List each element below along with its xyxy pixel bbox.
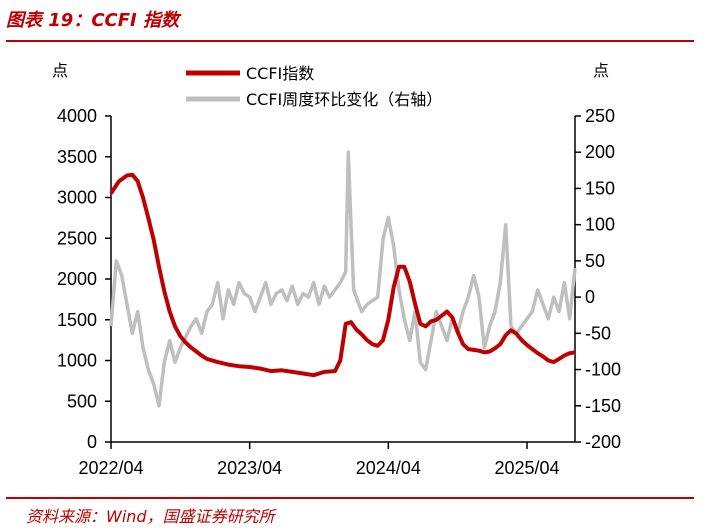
right-tick-label: -100 (585, 360, 621, 380)
x-tick-label: 2022/04 (78, 458, 143, 478)
bottom-rule (6, 497, 694, 499)
left-tick-label: 500 (67, 391, 97, 411)
left-tick-label: 1500 (57, 310, 97, 330)
left-axis-unit: 点 (52, 61, 68, 80)
left-tick-label: 2500 (57, 228, 97, 248)
x-axis-ticks: 2022/04 2023/04 2024/04 2025/04 (78, 442, 560, 478)
right-tick-label: 200 (585, 142, 615, 162)
source-note: 资料来源：Wind，国盛证券研究所 (26, 507, 275, 526)
figure-title: 图表 19：CCFI 指数 (6, 10, 179, 31)
right-tick-label: 150 (585, 178, 615, 198)
legend: CCFI指数 CCFI周度环比变化（右轴） (186, 64, 442, 109)
left-tick-label: 2000 (57, 269, 97, 289)
right-tick-label: -50 (585, 323, 611, 343)
series-line-ccfi-index (109, 172, 576, 378)
top-rule (6, 40, 694, 42)
x-tick-label: 2023/04 (217, 458, 282, 478)
x-tick-label: 2025/04 (494, 458, 559, 478)
left-tick-label: 3000 (57, 188, 97, 208)
left-tick-label: 0 (87, 432, 97, 452)
x-tick-label: 2024/04 (356, 458, 421, 478)
right-tick-label: 250 (585, 106, 615, 126)
left-axis-ticks: 0 500 1000 1500 2000 2500 3000 3500 4000 (57, 106, 111, 452)
right-tick-label: -200 (585, 432, 621, 452)
left-tick-label: 4000 (57, 106, 97, 126)
right-tick-label: 50 (585, 251, 605, 271)
left-tick-label: 3500 (57, 147, 97, 167)
series-line-wow-change (109, 150, 577, 408)
right-tick-label: -150 (585, 396, 621, 416)
right-axis-ticks: -200 -150 -100 -50 0 50 100 150 200 250 (575, 106, 621, 452)
left-tick-label: 1000 (57, 351, 97, 371)
legend-label-wow: CCFI周度环比变化（右轴） (246, 90, 442, 109)
right-axis-unit: 点 (593, 61, 609, 80)
right-tick-label: 0 (585, 287, 595, 307)
legend-label-index: CCFI指数 (246, 64, 314, 83)
right-tick-label: 100 (585, 215, 615, 235)
